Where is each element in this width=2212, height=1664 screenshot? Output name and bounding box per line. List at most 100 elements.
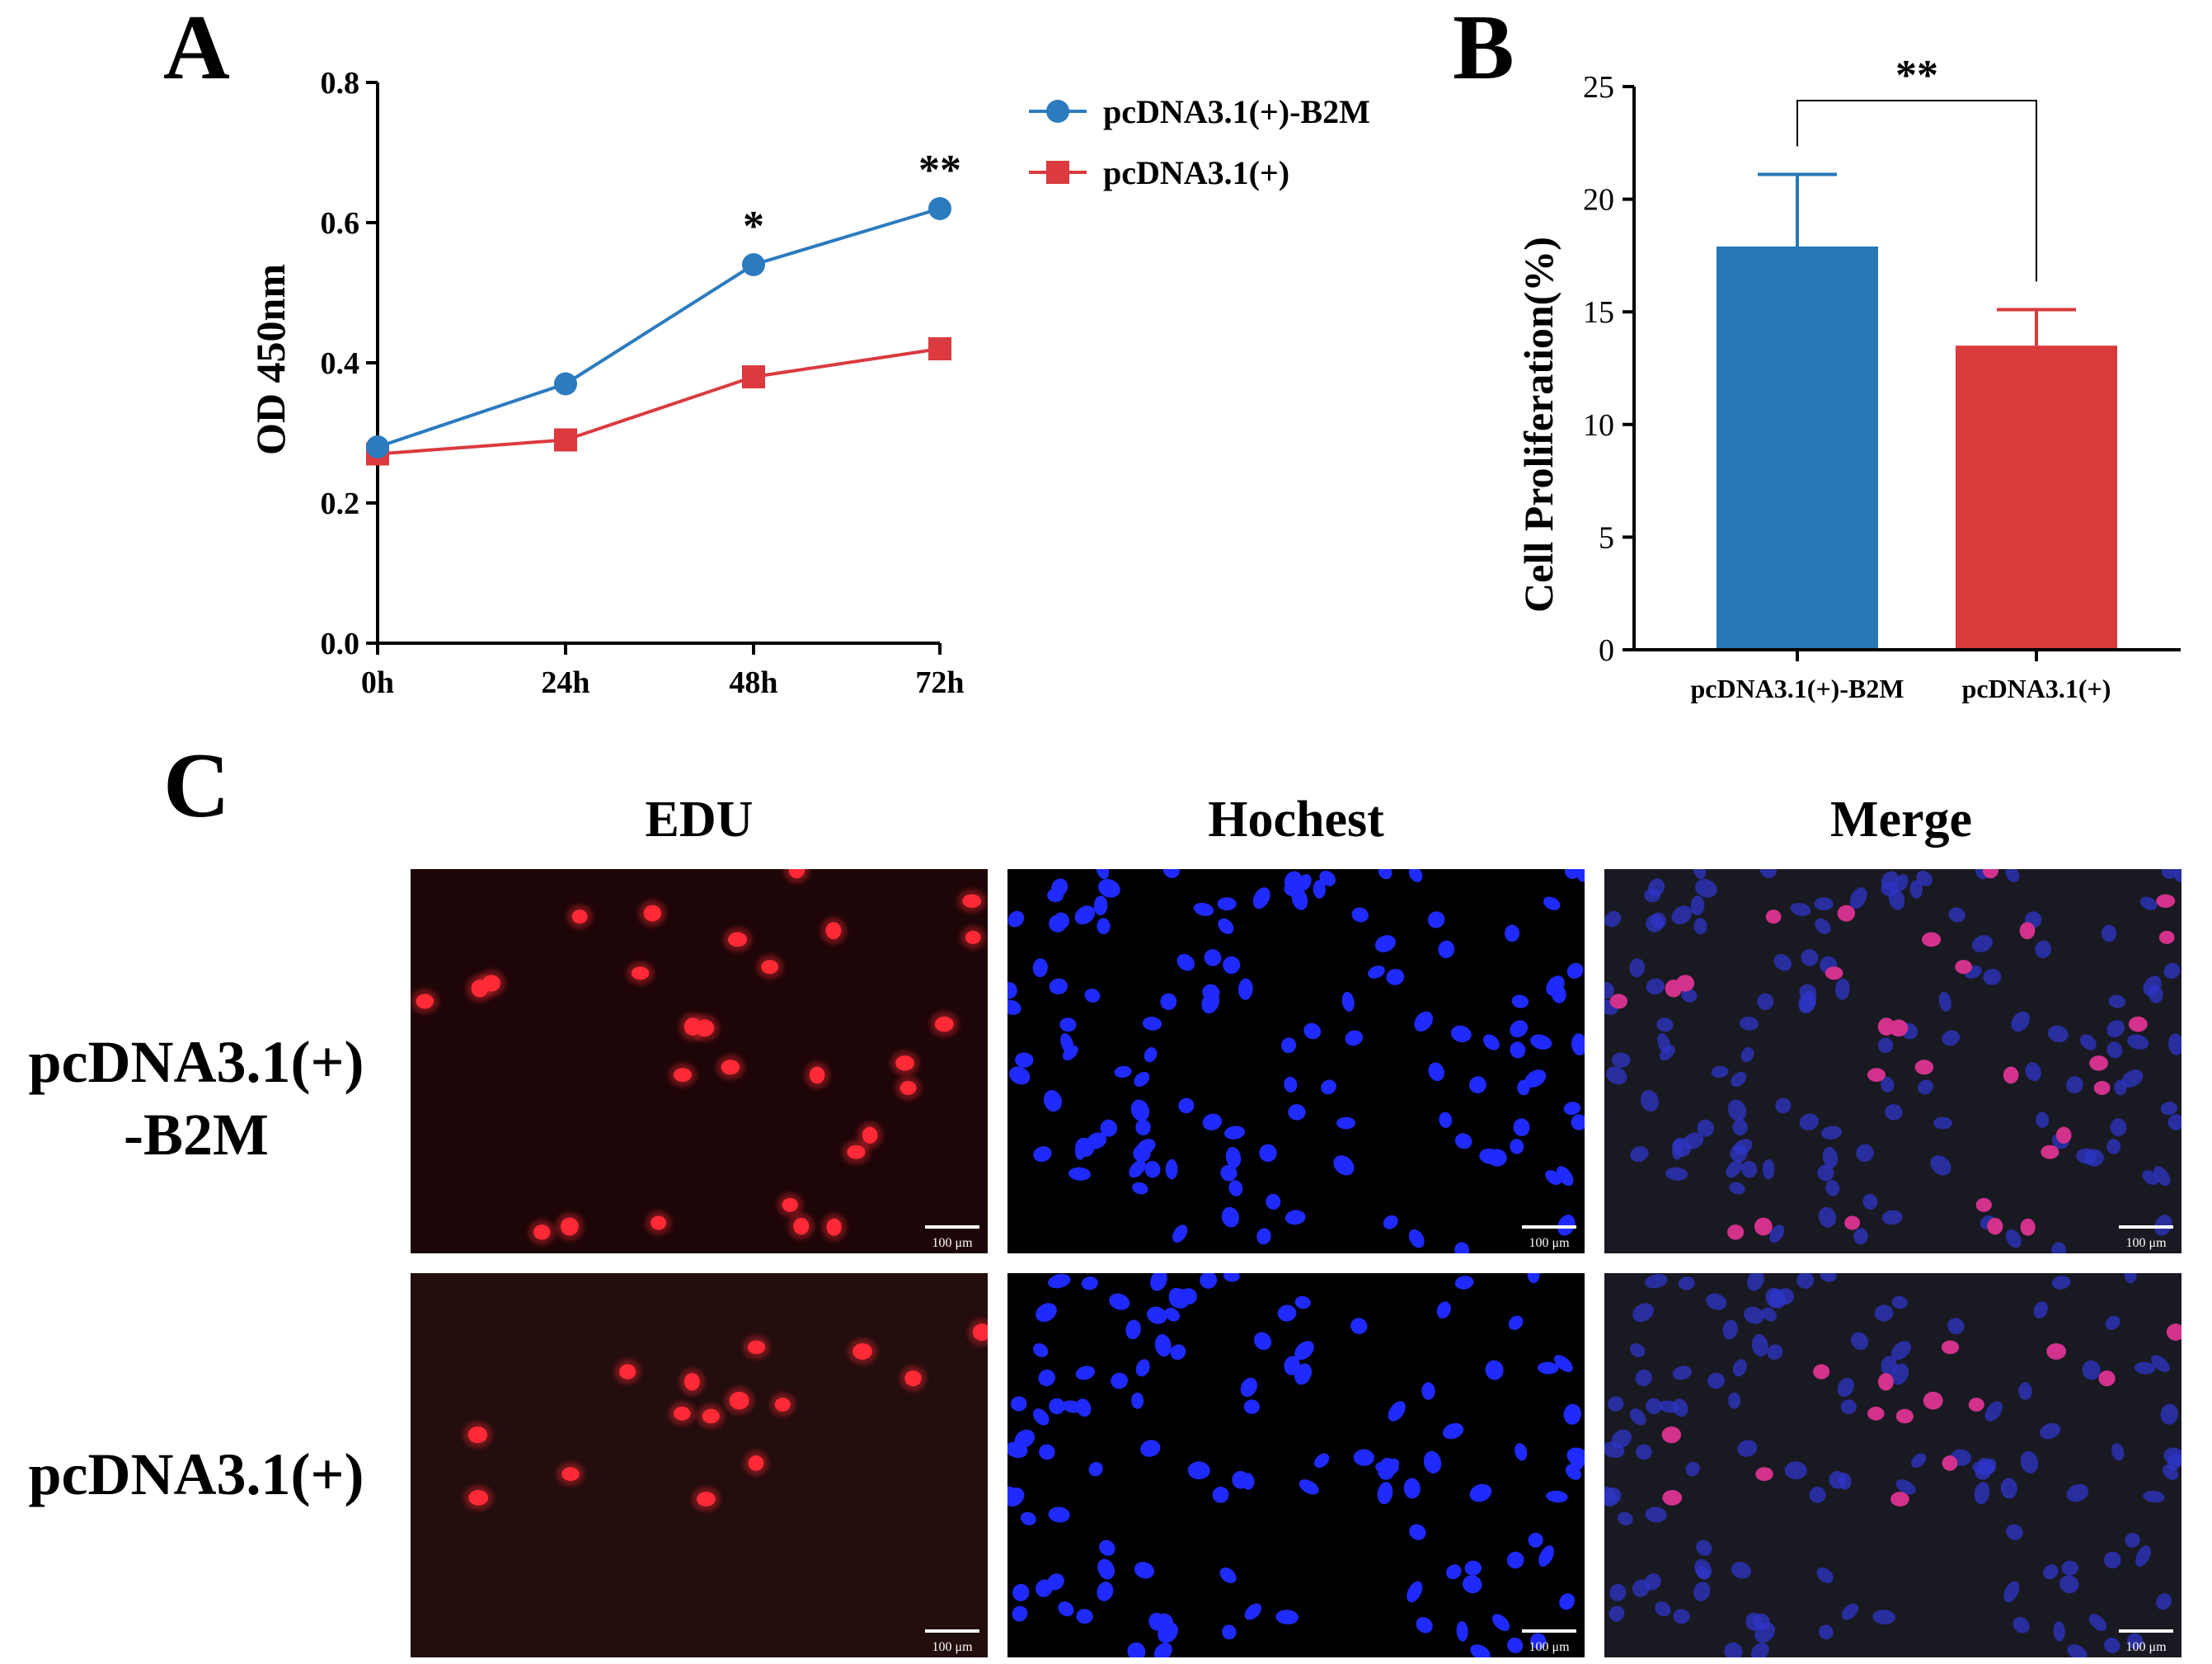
nucleus-blue xyxy=(2143,1490,2165,1503)
nucleus-red xyxy=(934,1016,954,1032)
nucleus-blue xyxy=(1084,988,1101,1003)
nucleus-blue xyxy=(1604,981,1614,999)
nucleus-blue xyxy=(1049,1398,1065,1415)
nucleus-red xyxy=(533,1224,551,1240)
nucleus-blue xyxy=(1881,871,1899,890)
nucleus-blue xyxy=(1409,1524,1426,1540)
nucleus-blue xyxy=(2153,1166,2171,1187)
nucleus-blue xyxy=(2108,994,2126,1008)
nucleus-red xyxy=(1755,1467,1773,1482)
nucleus-red xyxy=(467,1426,488,1444)
nucleus-blue xyxy=(1485,1360,1504,1380)
nucleus-blue xyxy=(1470,1644,1491,1657)
nucleus-blue xyxy=(1259,1144,1277,1163)
nucleus-blue xyxy=(1303,1022,1322,1040)
nucleus-red xyxy=(788,869,805,879)
nucleus-blue xyxy=(1815,918,1831,934)
nucleus-blue xyxy=(1508,1315,1524,1330)
nucleus-red xyxy=(782,1197,798,1212)
nucleus-blue xyxy=(1644,888,1660,903)
nucleus-blue xyxy=(1436,1301,1451,1319)
nucleus-blue xyxy=(1849,887,1867,910)
nucleus-red xyxy=(1941,1340,1960,1355)
nucleus-blue xyxy=(2111,1443,2125,1461)
nucleus-blue xyxy=(1294,1363,1313,1385)
nucleus-blue xyxy=(2106,1139,2121,1154)
nucleus-blue xyxy=(1381,1458,1400,1474)
data-point-circle xyxy=(366,435,389,458)
nucleus-blue xyxy=(1081,1276,1098,1290)
nucleus-blue xyxy=(1408,1229,1425,1248)
nucleus-red xyxy=(2003,1066,2019,1084)
nucleus-blue xyxy=(1075,1366,1096,1380)
nucleus-blue xyxy=(2067,1644,2088,1657)
line-chart-od450: 0.00.20.40.60.80h 24h 48h 72h *** OD 450nm … xyxy=(247,66,1370,700)
nucleus-blue xyxy=(1790,902,1811,916)
nucleus-blue xyxy=(1353,1449,1374,1466)
nucleus-blue xyxy=(1043,1089,1062,1112)
nucleus-blue xyxy=(1685,1461,1700,1477)
nucleus-blue xyxy=(1690,895,1705,916)
nucleus-blue xyxy=(1033,1146,1052,1162)
nucleus-blue xyxy=(1313,880,1326,899)
nucleus-blue xyxy=(1816,1568,1834,1584)
nucleus-blue xyxy=(1218,918,1234,934)
legend-marker-circle xyxy=(1046,100,1069,123)
nucleus-blue xyxy=(1694,879,1717,898)
nucleus-blue xyxy=(1765,1287,1782,1309)
nucleus-blue xyxy=(2127,1633,2144,1649)
nucleus-blue xyxy=(1153,1643,1172,1657)
nucleus-red xyxy=(1890,1492,1909,1507)
nucleus-blue xyxy=(1611,1429,1632,1449)
nucleus-blue xyxy=(1510,1139,1524,1154)
nucleus-blue xyxy=(1741,1160,1758,1178)
nucleus-blue xyxy=(1646,1398,1662,1415)
nucleus-red xyxy=(571,910,588,924)
nucleus-blue xyxy=(1368,965,1385,979)
nucleus-blue xyxy=(1784,1461,1807,1480)
nucleus-red xyxy=(1987,1217,2003,1235)
line-chart-axes xyxy=(366,81,942,655)
nucleus-red xyxy=(2046,1343,2067,1360)
nucleus-blue xyxy=(1571,1033,1585,1055)
nucleus-red xyxy=(702,1408,720,1424)
nucleus-red xyxy=(561,1467,580,1482)
nucleus-blue xyxy=(1160,993,1177,1010)
nucleus-blue xyxy=(2053,1620,2065,1642)
nucleus-blue xyxy=(1872,1610,1896,1624)
nucleus-blue xyxy=(2066,1076,2083,1093)
nucleus-blue xyxy=(1612,1052,1631,1068)
nucleus-blue xyxy=(1048,1507,1070,1523)
nucleus-blue xyxy=(1076,1609,1093,1624)
nucleus-blue xyxy=(1058,1601,1074,1617)
nucleus-blue xyxy=(1093,895,1108,916)
nucleus-blue xyxy=(1604,1488,1622,1507)
nucleus-blue xyxy=(1740,1047,1754,1063)
y-tick-label: 0.0 xyxy=(321,627,360,661)
panel-letter-b: B xyxy=(1453,0,1515,99)
nucleus-blue xyxy=(1672,1137,1692,1157)
nucleus-blue xyxy=(1818,1206,1837,1228)
nucleus-red xyxy=(2158,930,2175,944)
nucleus-blue xyxy=(1722,1319,1738,1340)
nucleus-blue xyxy=(2035,940,2052,959)
nucleus-blue xyxy=(1075,1137,1095,1157)
nucleus-blue xyxy=(1693,1582,1711,1601)
nucleus-blue xyxy=(1739,1016,1759,1031)
nucleus-blue xyxy=(1442,1422,1464,1440)
nucleus-red xyxy=(1923,1391,1943,1410)
nucleus-blue xyxy=(1176,953,1195,971)
nucleus-blue xyxy=(1538,1545,1554,1567)
nucleus-blue xyxy=(2020,1450,2039,1474)
nucleus-red xyxy=(1813,1364,1830,1380)
y-tick-label: 0.2 xyxy=(321,487,360,521)
nucleus-blue xyxy=(1891,1341,1911,1361)
nucleus-blue xyxy=(2125,1532,2140,1548)
nucleus-blue xyxy=(1856,1144,1874,1163)
nucleus-blue xyxy=(1266,1193,1281,1210)
nucleus-red xyxy=(697,1492,716,1507)
nucleus-red xyxy=(1867,1406,1885,1421)
nucleus-blue xyxy=(1439,1112,1453,1128)
nucleus-blue xyxy=(2160,1403,2178,1425)
nucleus-blue xyxy=(1456,1620,1468,1642)
